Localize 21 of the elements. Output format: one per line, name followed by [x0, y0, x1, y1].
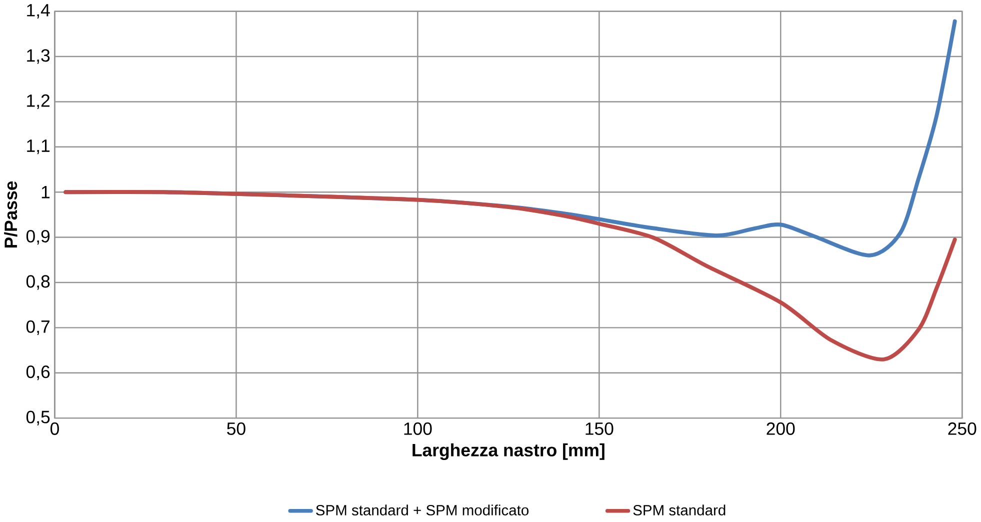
x-tick-label: 250: [948, 422, 976, 435]
legend-label: SPM standard + SPM modificato: [316, 504, 529, 516]
legend-label: SPM standard: [633, 504, 726, 516]
y-tick-label: 1,4: [27, 4, 50, 19]
y-tick-label: 1,2: [27, 94, 50, 110]
x-tick-label: 200: [766, 422, 795, 435]
y-tick-label: 0,8: [26, 275, 50, 290]
y-tick-label: 1,3: [27, 49, 50, 64]
x-tick-label: 100: [404, 422, 432, 435]
y-tick-label: 0,5: [26, 410, 50, 426]
y-tick-label: 0,7: [26, 320, 50, 335]
x-tick-label: 0: [50, 422, 59, 435]
x-axis-title: Larghezza nastro [mm]: [412, 443, 604, 460]
x-tick-label: 50: [227, 422, 246, 435]
y-tick-label: 0,6: [26, 366, 50, 380]
y-tick-label: 0,9: [26, 230, 50, 245]
x-tick-label: 150: [586, 422, 614, 435]
y-axis-title: P/Passe: [4, 181, 18, 248]
y-tick-label: 1,1: [27, 140, 50, 154]
y-tick-label: 1: [42, 186, 50, 198]
line-series: [64, 190, 957, 362]
